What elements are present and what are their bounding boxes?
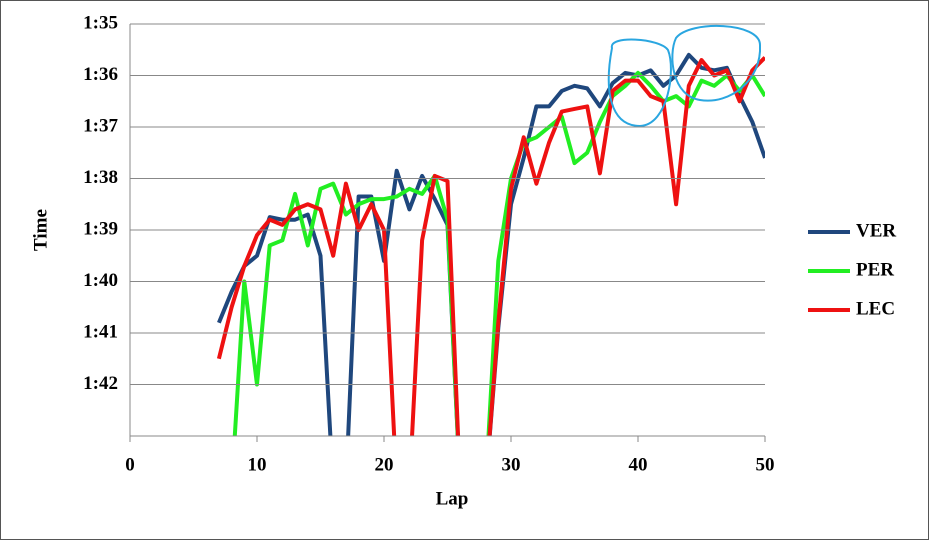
y-tick-label: 1:40 xyxy=(83,270,118,291)
x-tick-label: 0 xyxy=(125,454,135,475)
x-tick-label: 50 xyxy=(756,454,775,475)
y-tick-label: 1:39 xyxy=(83,218,118,239)
y-tick-label: 1:35 xyxy=(83,12,118,33)
legend-label: LEC xyxy=(856,298,895,319)
annotation-circle xyxy=(607,38,672,128)
y-tick-label: 1:38 xyxy=(83,167,118,188)
y-tick-label: 1:41 xyxy=(83,321,118,342)
legend-label: PER xyxy=(856,259,894,280)
x-tick-label: 10 xyxy=(248,454,267,475)
y-tick-label: 1:36 xyxy=(83,64,118,85)
y-axis-label: Time xyxy=(30,209,51,251)
legend-label: VER xyxy=(856,220,896,241)
x-axis-label: Lap xyxy=(436,488,469,509)
series-line xyxy=(232,70,765,436)
y-tick-label: 1:37 xyxy=(83,115,118,136)
annotation-circle xyxy=(671,24,762,102)
y-tick-label: 1:42 xyxy=(83,373,118,394)
series-line xyxy=(217,52,765,436)
x-tick-label: 30 xyxy=(502,454,521,475)
x-tick-label: 20 xyxy=(375,454,394,475)
x-tick-label: 40 xyxy=(629,454,648,475)
